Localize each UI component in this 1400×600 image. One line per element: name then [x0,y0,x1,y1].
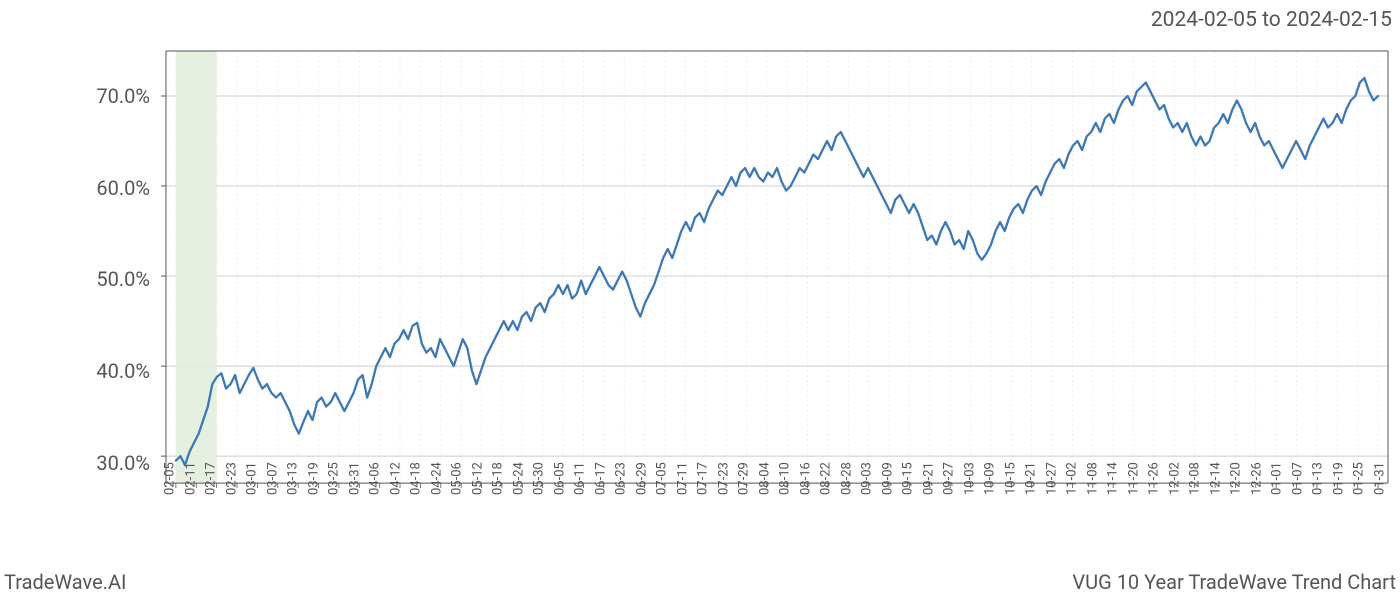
x-tick-label: 12-26 [1249,462,1264,495]
y-tick-label: 30.0% [60,451,150,475]
x-tick-label: 10-27 [1044,462,1059,495]
x-tick-label: 05-18 [491,462,506,495]
chart-svg [160,50,1390,490]
x-tick-label: 03-01 [245,462,260,495]
x-tick-label: 03-19 [306,462,321,495]
x-tick-label: 08-04 [757,462,772,495]
x-tick-label: 08-22 [819,462,834,495]
x-tick-label: 06-05 [552,462,567,495]
y-tick-label: 60.0% [60,176,150,200]
x-tick-label: 11-14 [1106,462,1121,495]
x-tick-label: 12-20 [1229,462,1244,495]
x-tick-label: 05-24 [511,462,526,495]
x-tick-label: 07-23 [716,462,731,495]
x-tick-label: 10-15 [1003,462,1018,495]
x-tick-label: 04-18 [409,462,424,495]
footer-brand: TradeWave.AI [4,570,126,594]
y-tick-label: 40.0% [60,359,150,383]
x-tick-label: 09-21 [921,462,936,495]
x-axis: 02-0502-1102-1702-2303-0103-0703-1303-19… [160,495,1390,565]
x-tick-label: 07-29 [737,462,752,495]
x-tick-label: 11-26 [1147,462,1162,495]
x-tick-label: 08-10 [778,462,793,495]
x-tick-label: 09-15 [901,462,916,495]
x-tick-label: 09-03 [860,462,875,495]
x-tick-label: 03-13 [286,462,301,495]
x-tick-label: 11-08 [1085,462,1100,495]
x-tick-label: 05-30 [532,462,547,495]
date-range-label: 2024-02-05 to 2024-02-15 [1151,8,1392,32]
x-tick-label: 02-05 [163,462,178,495]
x-tick-label: 06-17 [593,462,608,495]
x-tick-label: 07-17 [696,462,711,495]
x-tick-label: 10-21 [1024,462,1039,495]
x-tick-label: 03-07 [265,462,280,495]
x-tick-label: 12-02 [1167,462,1182,495]
x-tick-label: 01-13 [1311,462,1326,495]
y-tick-label: 70.0% [60,84,150,108]
x-tick-label: 10-09 [983,462,998,495]
x-tick-label: 06-23 [614,462,629,495]
x-tick-label: 06-29 [634,462,649,495]
x-tick-label: 06-11 [573,462,588,495]
chart-title: VUG 10 Year TradeWave Trend Chart [1072,570,1396,594]
x-tick-label: 02-11 [183,462,198,495]
x-tick-label: 04-06 [368,462,383,495]
chart-plot-area [160,50,1390,490]
x-tick-label: 07-05 [655,462,670,495]
x-tick-label: 10-03 [962,462,977,495]
x-tick-label: 01-31 [1373,462,1388,495]
x-tick-label: 01-25 [1352,462,1367,495]
x-tick-label: 01-01 [1270,462,1285,495]
y-tick-label: 50.0% [60,267,150,291]
x-tick-label: 09-09 [880,462,895,495]
x-tick-label: 11-20 [1126,462,1141,495]
y-axis: 30.0% 40.0% 50.0% 60.0% 70.0% [60,50,150,490]
x-tick-label: 02-23 [224,462,239,495]
x-tick-label: 03-31 [347,462,362,495]
x-tick-label: 04-24 [429,462,444,495]
x-tick-label: 03-25 [327,462,342,495]
x-tick-label: 01-19 [1331,462,1346,495]
x-tick-label: 08-28 [839,462,854,495]
x-tick-label: 09-27 [942,462,957,495]
x-tick-label: 01-07 [1290,462,1305,495]
x-tick-label: 11-02 [1065,462,1080,495]
x-tick-label: 12-08 [1188,462,1203,495]
x-tick-label: 07-11 [675,462,690,495]
x-tick-label: 05-06 [450,462,465,495]
x-tick-label: 04-12 [388,462,403,495]
x-tick-label: 05-12 [470,462,485,495]
x-tick-label: 02-17 [204,462,219,495]
x-tick-label: 12-14 [1208,462,1223,495]
x-tick-label: 08-16 [798,462,813,495]
